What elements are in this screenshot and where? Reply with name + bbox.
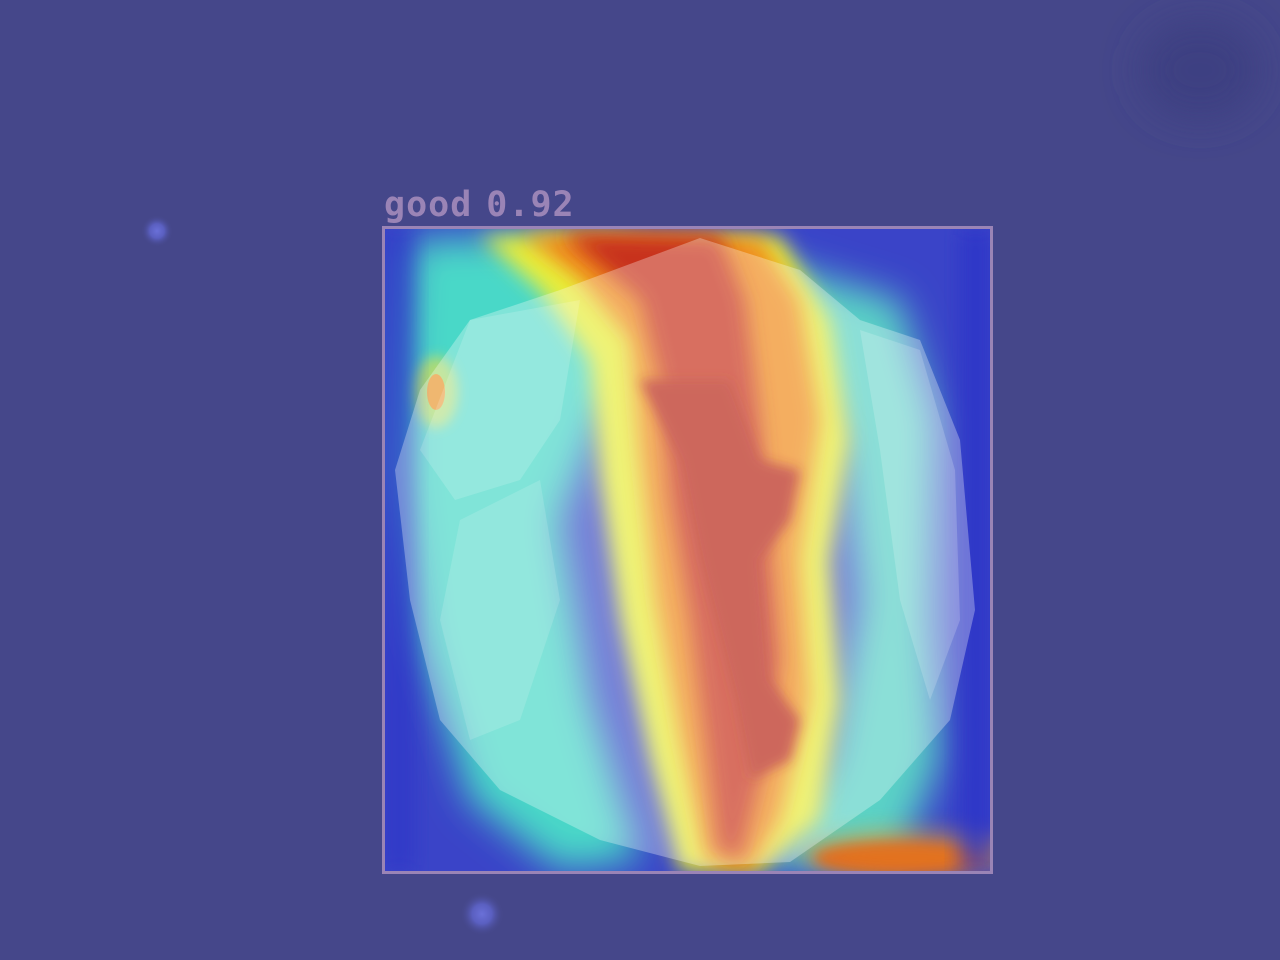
crystal-shape: [395, 238, 975, 866]
class-label: good: [384, 185, 473, 225]
background-shade: [1140, 20, 1260, 120]
dust-speck: [460, 892, 504, 936]
activation-heatmap: [384, 228, 991, 872]
detection-label: good 0.92: [384, 186, 575, 224]
confidence-score: 0.92: [486, 185, 575, 225]
dust-speck: [141, 215, 173, 247]
